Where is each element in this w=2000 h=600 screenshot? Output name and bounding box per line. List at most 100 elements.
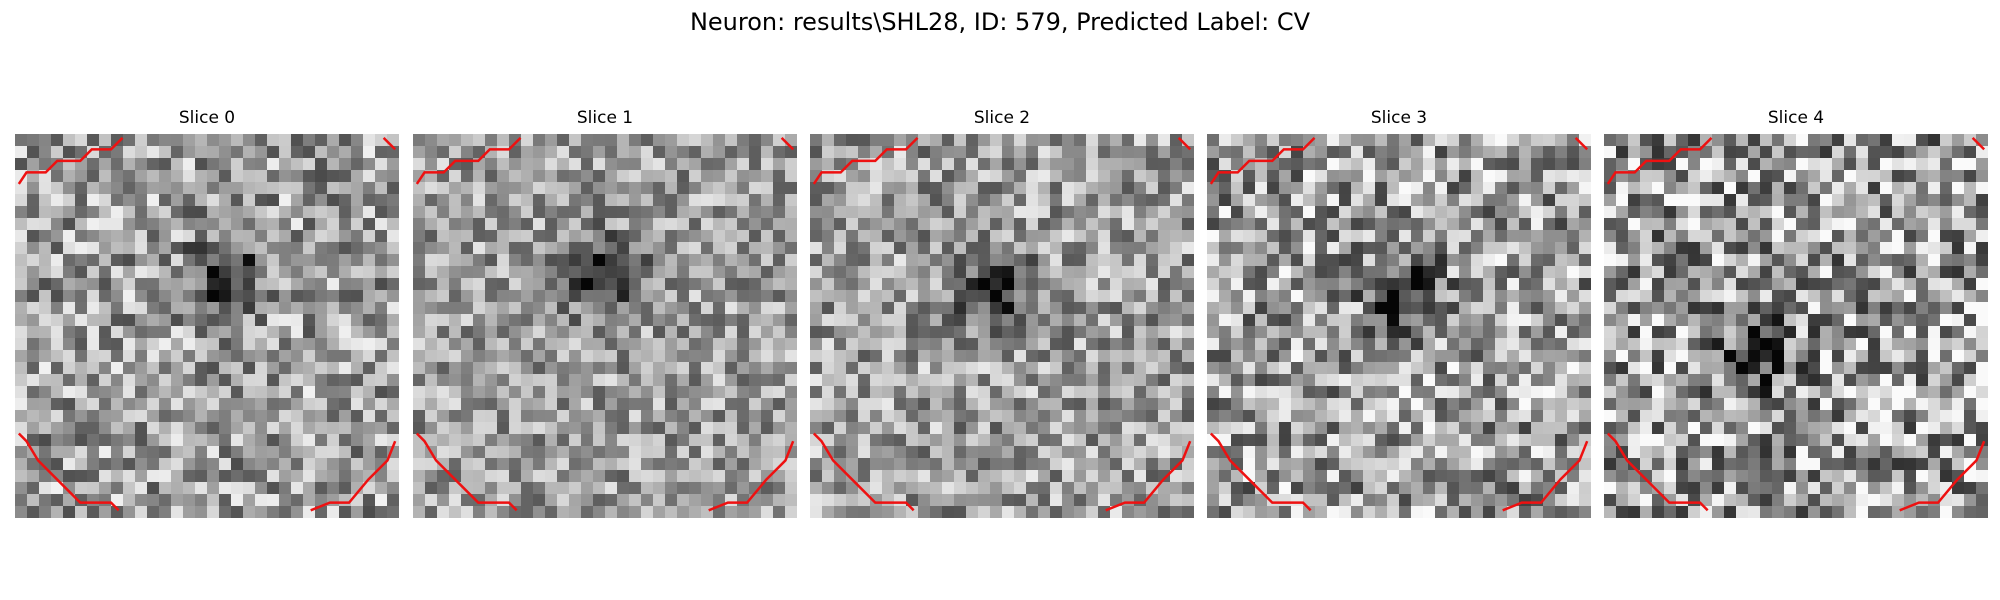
pixel-cell (135, 218, 148, 231)
pixel-cell (1231, 182, 1244, 195)
pixel-cell (846, 254, 859, 267)
pixel-cell (858, 410, 871, 423)
pixel-cell (810, 458, 823, 471)
pixel-cell (123, 242, 136, 255)
pixel-cell (1026, 314, 1039, 327)
pixel-cell (605, 278, 618, 291)
pixel-cell (183, 254, 196, 267)
pixel-cell (822, 206, 835, 219)
slice-canvas-2 (810, 134, 1194, 518)
pixel-cell (1411, 182, 1424, 195)
pixel-cell (291, 494, 304, 507)
pixel-cell (485, 242, 498, 255)
pixel-cell (387, 170, 399, 183)
pixel-cell (1387, 194, 1400, 207)
pixel-cell (1964, 266, 1977, 279)
pixel-cell (870, 194, 883, 207)
pixel-cell (339, 158, 352, 171)
pixel-cell (653, 446, 666, 459)
pixel-cell (1074, 506, 1087, 518)
pixel-cell (147, 362, 160, 375)
pixel-cell (1748, 386, 1761, 399)
pixel-cell (183, 470, 196, 483)
pixel-cell (1507, 242, 1520, 255)
pixel-cell (1411, 266, 1424, 279)
pixel-cell (1640, 434, 1653, 447)
pixel-cell (822, 482, 835, 495)
pixel-cell (473, 182, 486, 195)
pixel-cell (461, 134, 474, 147)
pixel-cell (1495, 194, 1508, 207)
pixel-cell (1219, 470, 1232, 483)
pixel-cell (1339, 494, 1352, 507)
pixel-cell (725, 170, 738, 183)
pixel-cell (1495, 338, 1508, 351)
pixel-cell (653, 482, 666, 495)
pixel-cell (1531, 218, 1544, 231)
pixel-cell (1146, 506, 1159, 518)
pixel-cell (1387, 230, 1400, 243)
pixel-cell (1170, 434, 1183, 447)
pixel-cell (1868, 446, 1881, 459)
pixel-cell (1231, 374, 1244, 387)
pixel-cell (701, 206, 714, 219)
pixel-cell (1110, 266, 1123, 279)
pixel-cell (1122, 278, 1135, 291)
pixel-cell (267, 290, 280, 303)
pixel-cell (1820, 290, 1833, 303)
pixel-cell (1291, 434, 1304, 447)
pixel-cell (629, 458, 642, 471)
pixel-cell (557, 182, 570, 195)
pixel-cell (231, 230, 244, 243)
pixel-cell (545, 206, 558, 219)
pixel-cell (894, 326, 907, 339)
pixel-cell (1471, 374, 1484, 387)
pixel-cell (1892, 374, 1905, 387)
pixel-cell (27, 326, 40, 339)
pixel-cell (1495, 314, 1508, 327)
pixel-cell (1158, 146, 1171, 159)
pixel-cell (123, 134, 136, 147)
pixel-cell (1483, 146, 1496, 159)
pixel-cell (375, 494, 388, 507)
pixel-cell (39, 206, 52, 219)
pixel-cell (339, 230, 352, 243)
pixel-cell (1134, 290, 1147, 303)
pixel-cell (1447, 374, 1460, 387)
pixel-cell (906, 362, 919, 375)
pixel-cell (1062, 218, 1075, 231)
pixel-cell (291, 458, 304, 471)
pixel-cell (653, 242, 666, 255)
pixel-cell (1375, 242, 1388, 255)
pixel-cell (1519, 350, 1532, 363)
pixel-cell (918, 278, 931, 291)
pixel-cell (761, 458, 774, 471)
pixel-cell (906, 158, 919, 171)
pixel-cell (1724, 338, 1737, 351)
pixel-cell (533, 314, 546, 327)
pixel-cell (1303, 458, 1316, 471)
pixel-cell (894, 158, 907, 171)
pixel-cell (1892, 230, 1905, 243)
pixel-cell (1796, 362, 1809, 375)
pixel-cell (231, 362, 244, 375)
pixel-cell (1351, 266, 1364, 279)
pixel-cell (1231, 158, 1244, 171)
pixel-cell (1604, 158, 1617, 171)
pixel-cell (545, 374, 558, 387)
pixel-cell (665, 230, 678, 243)
pixel-cell (1122, 218, 1135, 231)
pixel-cell (413, 434, 426, 447)
pixel-cell (123, 494, 136, 507)
pixel-cell (990, 350, 1003, 363)
pixel-cell (1736, 326, 1749, 339)
pixel-cell (1146, 194, 1159, 207)
pixel-cell (1952, 134, 1965, 147)
pixel-cell (63, 482, 76, 495)
pixel-cell (207, 446, 220, 459)
pixel-cell (1363, 290, 1376, 303)
pixel-cell (834, 182, 847, 195)
pixel-cell (557, 218, 570, 231)
pixel-cell (1495, 350, 1508, 363)
pixel-cell (1243, 218, 1256, 231)
